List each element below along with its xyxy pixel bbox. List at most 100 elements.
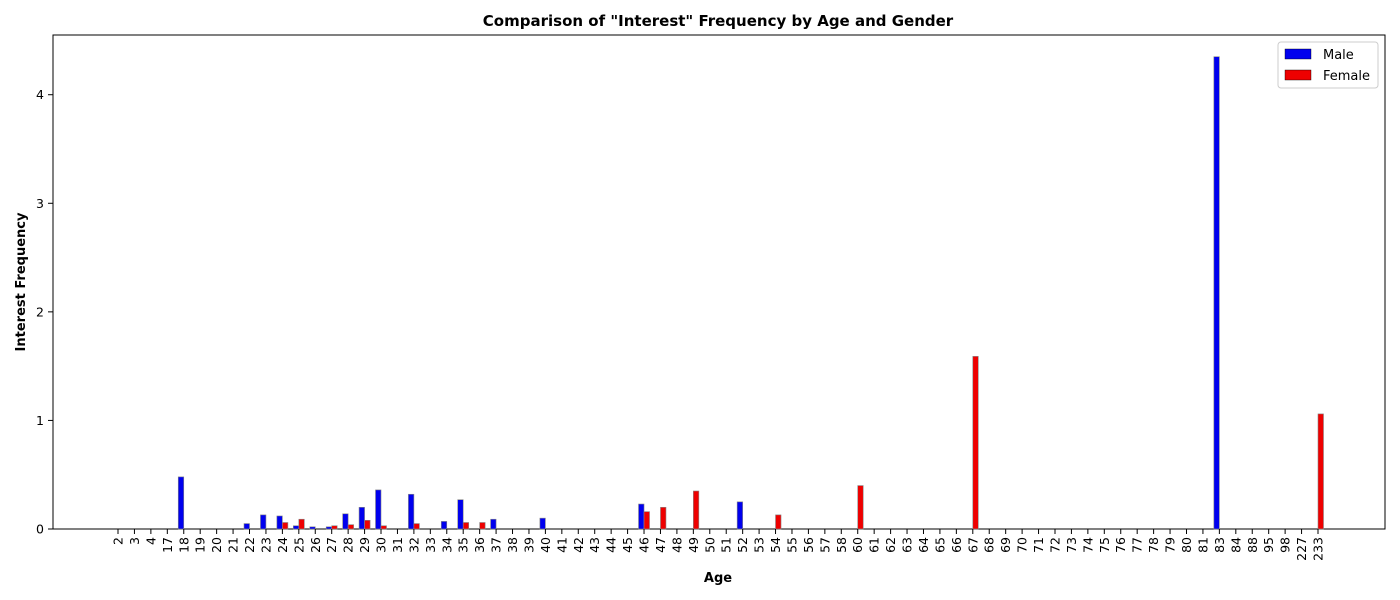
bar-male-age-30 — [375, 489, 382, 530]
legend-swatch-male — [1284, 48, 1312, 60]
x-tick-label: 79 — [1163, 537, 1178, 553]
bar-male-age-22 — [243, 523, 250, 530]
x-axis-label: Age — [704, 571, 732, 586]
x-tick-label: 80 — [1179, 537, 1194, 553]
x-tick-label: 28 — [341, 537, 356, 553]
x-tick-label: 75 — [1097, 537, 1112, 553]
x-tick-label: 69 — [998, 537, 1013, 553]
x-tick-label: 233 — [1311, 537, 1326, 561]
x-tick-label: 30 — [374, 537, 389, 553]
x-tick-label: 74 — [1080, 537, 1095, 553]
x-tick-label: 32 — [406, 537, 421, 553]
x-tick-label: 38 — [505, 537, 520, 553]
x-tick-label: 19 — [193, 537, 208, 553]
x-tick-label: 21 — [226, 537, 241, 553]
chart-title: Comparison of "Interest" Frequency by Ag… — [483, 12, 954, 30]
x-tick-label: 49 — [686, 537, 701, 553]
x-tick-label: 70 — [1015, 537, 1030, 553]
x-tick-label: 227 — [1294, 537, 1309, 561]
x-tick-label: 68 — [982, 537, 997, 553]
bar-male-age-28 — [342, 513, 349, 530]
x-tick-label: 52 — [735, 537, 750, 553]
x-tick-label: 42 — [571, 537, 586, 553]
bar-female-age-36 — [479, 522, 486, 530]
x-tick-label: 44 — [604, 537, 619, 553]
x-tick-label: 24 — [275, 537, 290, 553]
bar-female-age-25 — [298, 518, 305, 530]
bar-female-age-24 — [282, 522, 289, 530]
x-tick-label: 63 — [900, 537, 915, 553]
legend-swatch-female — [1284, 69, 1312, 81]
x-tick-label: 88 — [1245, 537, 1260, 553]
plot-area — [52, 34, 1386, 530]
bar-male-age-52 — [736, 501, 743, 530]
x-tick-label: 31 — [390, 537, 405, 553]
x-tick-label: 37 — [489, 537, 504, 553]
x-tick-label: 50 — [702, 537, 717, 553]
bar-female-age-54 — [775, 514, 782, 530]
x-tick-label: 60 — [850, 537, 865, 553]
bar-male-age-37 — [490, 518, 497, 530]
x-tick-label: 18 — [176, 537, 191, 553]
x-tick-label: 23 — [258, 537, 273, 553]
x-tick-label: 54 — [768, 537, 783, 553]
x-tick-label: 25 — [291, 537, 306, 553]
x-axis: 2 3 4 17 18 19 20 21 22 23 24 25 26 27 28 29 30 31 32 33 34 3… — [111, 529, 1326, 561]
x-tick-label: 81 — [1195, 537, 1210, 553]
bar-male-age-46 — [638, 503, 645, 530]
bar-female-age-46 — [643, 511, 650, 530]
bar-male-age-24 — [276, 515, 283, 530]
bar-male-age-32 — [408, 493, 415, 530]
x-tick-label: 67 — [965, 537, 980, 553]
x-tick-label: 39 — [521, 537, 536, 553]
x-tick-label: 4 — [143, 537, 158, 545]
x-tick-label: 2 — [111, 537, 126, 545]
x-tick-label: 57 — [817, 537, 832, 553]
x-tick-label: 35 — [456, 537, 471, 553]
y-tick-label: 1 — [36, 413, 44, 428]
x-tick-label: 43 — [587, 537, 602, 553]
bars-group — [177, 56, 1324, 530]
bar-male-age-26 — [309, 526, 316, 530]
x-tick-label: 62 — [883, 537, 898, 553]
x-tick-label: 22 — [242, 537, 257, 553]
x-tick-label: 27 — [324, 537, 339, 553]
x-tick-label: 65 — [932, 537, 947, 553]
bar-male-age-27 — [325, 526, 333, 530]
x-tick-label: 34 — [439, 537, 454, 553]
x-tick-label: 3 — [127, 537, 142, 545]
bar-male-age-29 — [358, 506, 365, 530]
y-tick-label: 2 — [36, 304, 44, 319]
x-tick-label: 33 — [423, 537, 438, 553]
x-tick-label: 53 — [752, 537, 767, 553]
y-axis: 0 1 2 3 4 — [36, 87, 53, 537]
bar-male-age-25 — [293, 525, 300, 530]
y-tick-label: 3 — [36, 196, 44, 211]
bar-male-age-35 — [457, 499, 464, 530]
x-tick-label: 29 — [357, 537, 372, 553]
bar-female-age-28 — [347, 524, 354, 530]
x-tick-label: 47 — [653, 537, 668, 553]
x-tick-label: 20 — [209, 537, 224, 553]
x-tick-label: 84 — [1228, 537, 1243, 553]
legend-label-male: Male — [1323, 48, 1354, 63]
bar-male-age-18 — [177, 476, 185, 530]
x-tick-label: 95 — [1261, 537, 1276, 553]
x-tick-label: 61 — [867, 537, 882, 553]
bar-female-age-60 — [857, 485, 864, 530]
bar-male-age-23 — [260, 514, 267, 530]
bar-female-age-47 — [660, 506, 667, 530]
bar-male-age-40 — [539, 517, 546, 530]
bar-female-age-233 — [1317, 413, 1324, 530]
legend-label-female: Female — [1323, 69, 1370, 84]
x-tick-label: 76 — [1113, 537, 1128, 553]
y-axis-label: Interest Frequency — [14, 212, 29, 351]
legend: Male Female — [1277, 41, 1379, 89]
bar-female-age-35 — [462, 522, 470, 530]
x-tick-label: 72 — [1047, 537, 1062, 553]
bar-male-age-34 — [440, 521, 448, 530]
x-tick-label: 58 — [834, 537, 849, 553]
x-tick-label: 56 — [801, 537, 816, 553]
x-tick-label: 51 — [719, 537, 734, 553]
